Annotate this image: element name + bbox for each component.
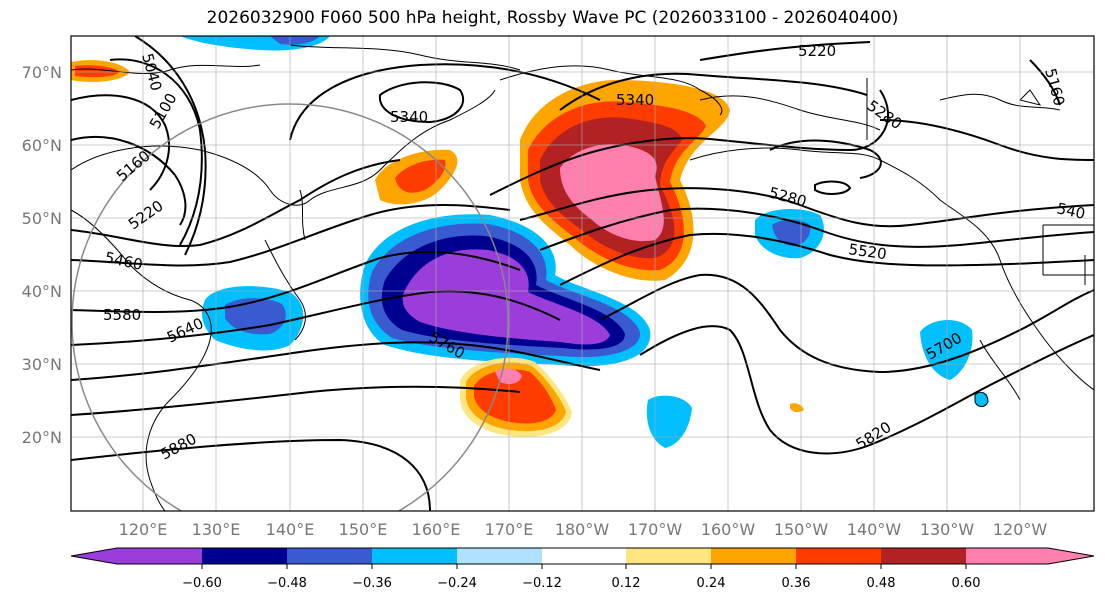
colorbar-segment bbox=[1048, 548, 1094, 564]
colorbar-tick-label: −0.36 bbox=[352, 576, 392, 591]
colorbar-tick-label: −0.60 bbox=[182, 576, 222, 591]
contour-label: 5580 bbox=[103, 306, 141, 324]
contour-line bbox=[1029, 59, 1061, 106]
lat-label: 50°N bbox=[22, 209, 62, 228]
contour-label: 5220 bbox=[798, 42, 836, 60]
contour-label: 5520 bbox=[847, 240, 887, 263]
lon-label: 170°E bbox=[485, 520, 534, 539]
colorbar-tick-label: 0.24 bbox=[697, 576, 726, 591]
lon-label: 120°E bbox=[119, 520, 168, 539]
contour-line bbox=[71, 204, 511, 267]
contour-line bbox=[378, 81, 465, 124]
colorbar-segment bbox=[711, 548, 796, 564]
contour-line bbox=[539, 207, 1094, 251]
lon-label: 160°W bbox=[701, 520, 756, 539]
contour-line bbox=[134, 36, 207, 256]
contour-line bbox=[699, 41, 871, 61]
contour-line bbox=[769, 139, 882, 179]
lon-label: 130°W bbox=[920, 520, 975, 539]
colorbar-tick-label: 0.48 bbox=[867, 576, 896, 591]
gridlines bbox=[71, 36, 1094, 511]
latitude-labels: 70°N 60°N 50°N 40°N 30°N 20°N bbox=[22, 63, 62, 447]
contour-label: 540 bbox=[1055, 199, 1087, 223]
contour-line bbox=[109, 58, 203, 246]
contour-line bbox=[71, 341, 601, 381]
contour-line bbox=[559, 232, 1094, 286]
reference-circle bbox=[71, 103, 509, 511]
lon-label: 120°W bbox=[993, 520, 1048, 539]
colorbar-segment bbox=[457, 548, 542, 564]
colorbar-segment bbox=[71, 548, 117, 564]
contour-line bbox=[71, 94, 170, 191]
lon-label: 140°W bbox=[847, 520, 902, 539]
lat-label: 30°N bbox=[22, 355, 62, 374]
lat-label: 40°N bbox=[22, 282, 62, 301]
lon-label: 140°E bbox=[266, 520, 315, 539]
contour-line bbox=[71, 251, 521, 314]
colorbar-segment bbox=[372, 548, 457, 564]
colorbar: −0.60 −0.48 −0.36 −0.24 −0.12 0.12 0.24 … bbox=[70, 547, 1095, 591]
contour-line bbox=[71, 438, 431, 511]
colorbar-segment bbox=[796, 548, 881, 564]
coastlines bbox=[71, 44, 1094, 511]
contour-line bbox=[639, 325, 1094, 455]
lon-label: 150°E bbox=[339, 520, 388, 539]
contour-line bbox=[489, 89, 890, 196]
colorbar-segment bbox=[881, 548, 966, 564]
contour-line bbox=[289, 63, 601, 141]
colorbar-segment bbox=[626, 548, 711, 564]
contour-line bbox=[71, 290, 561, 346]
lon-label: 130°E bbox=[192, 520, 241, 539]
contour-label: 5340 bbox=[390, 108, 428, 126]
colorbar-tick-label: 0.60 bbox=[952, 576, 981, 591]
contour-line bbox=[71, 136, 187, 226]
contour-line bbox=[559, 72, 868, 111]
colorbar-segment bbox=[287, 548, 372, 564]
colorbar-tick-label: −0.48 bbox=[267, 576, 307, 591]
colorbar-tick-label: −0.24 bbox=[437, 576, 477, 591]
map-frame bbox=[70, 35, 1095, 512]
lon-label: 170°W bbox=[628, 520, 683, 539]
longitude-labels: 120°E 130°E 140°E 150°E 160°E 170°E 180°… bbox=[119, 520, 1048, 539]
map-title: 2026032900 F060 500 hPa height, Rossby W… bbox=[206, 8, 899, 28]
contour-line bbox=[71, 385, 521, 416]
colorbar-outline bbox=[70, 547, 1095, 565]
colorbar-tick-label: 0.12 bbox=[612, 576, 641, 591]
contour-label: 5340 bbox=[616, 91, 654, 109]
lon-label: 160°E bbox=[412, 520, 461, 539]
lon-label: 150°W bbox=[774, 520, 829, 539]
colorbar-tick-label: 0.36 bbox=[782, 576, 811, 591]
colorbar-segment bbox=[966, 548, 1048, 564]
colorbar-segment bbox=[117, 548, 202, 564]
contour-line bbox=[71, 159, 401, 247]
colorbar-segment bbox=[202, 548, 287, 564]
lat-label: 20°N bbox=[22, 428, 62, 447]
colorbar-tick-label: −0.12 bbox=[522, 576, 562, 591]
lon-label: 180°W bbox=[555, 520, 610, 539]
colorbar-segment bbox=[542, 548, 626, 564]
lat-label: 70°N bbox=[22, 63, 62, 82]
lat-label: 60°N bbox=[22, 136, 62, 155]
contour-line bbox=[814, 180, 852, 195]
